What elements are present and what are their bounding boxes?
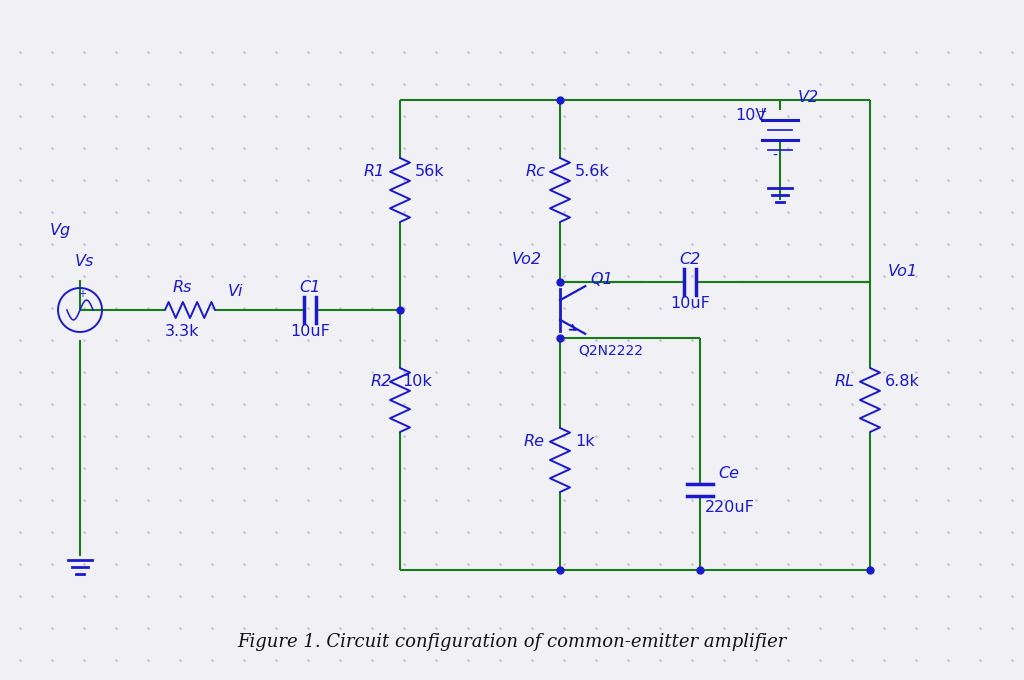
Text: Re: Re bbox=[524, 435, 545, 449]
Text: Q2N2222: Q2N2222 bbox=[578, 343, 643, 357]
Text: Vg: Vg bbox=[50, 222, 71, 237]
Text: V2: V2 bbox=[798, 90, 819, 105]
Text: RL: RL bbox=[835, 375, 855, 390]
Text: R1: R1 bbox=[364, 165, 385, 180]
Text: 220uF: 220uF bbox=[705, 500, 755, 515]
Text: 6.8k: 6.8k bbox=[885, 375, 920, 390]
Text: Figure 1. Circuit configuration of common-emitter amplifier: Figure 1. Circuit configuration of commo… bbox=[238, 633, 786, 651]
Text: Vs: Vs bbox=[75, 254, 94, 269]
Text: Vo1: Vo1 bbox=[888, 265, 918, 279]
Text: Q1: Q1 bbox=[590, 273, 612, 288]
Text: 1k: 1k bbox=[575, 435, 595, 449]
Text: 10uF: 10uF bbox=[290, 324, 330, 339]
Text: 10uF: 10uF bbox=[670, 296, 710, 311]
Text: 5.6k: 5.6k bbox=[575, 165, 609, 180]
Text: C2: C2 bbox=[679, 252, 700, 267]
Text: +: + bbox=[758, 107, 767, 117]
Text: Vo2: Vo2 bbox=[512, 252, 542, 267]
Text: Vi: Vi bbox=[228, 284, 244, 299]
Text: 56k: 56k bbox=[415, 165, 444, 180]
Text: Ce: Ce bbox=[718, 466, 739, 481]
Text: C1: C1 bbox=[299, 280, 321, 296]
Text: 10k: 10k bbox=[402, 375, 432, 390]
Text: R2: R2 bbox=[371, 375, 392, 390]
Text: 3.3k: 3.3k bbox=[165, 324, 200, 339]
Text: Rc: Rc bbox=[525, 165, 545, 180]
Text: +: + bbox=[78, 289, 86, 299]
Text: Rs: Rs bbox=[172, 280, 191, 296]
Text: -: - bbox=[772, 149, 777, 163]
Text: 10V: 10V bbox=[735, 107, 766, 122]
